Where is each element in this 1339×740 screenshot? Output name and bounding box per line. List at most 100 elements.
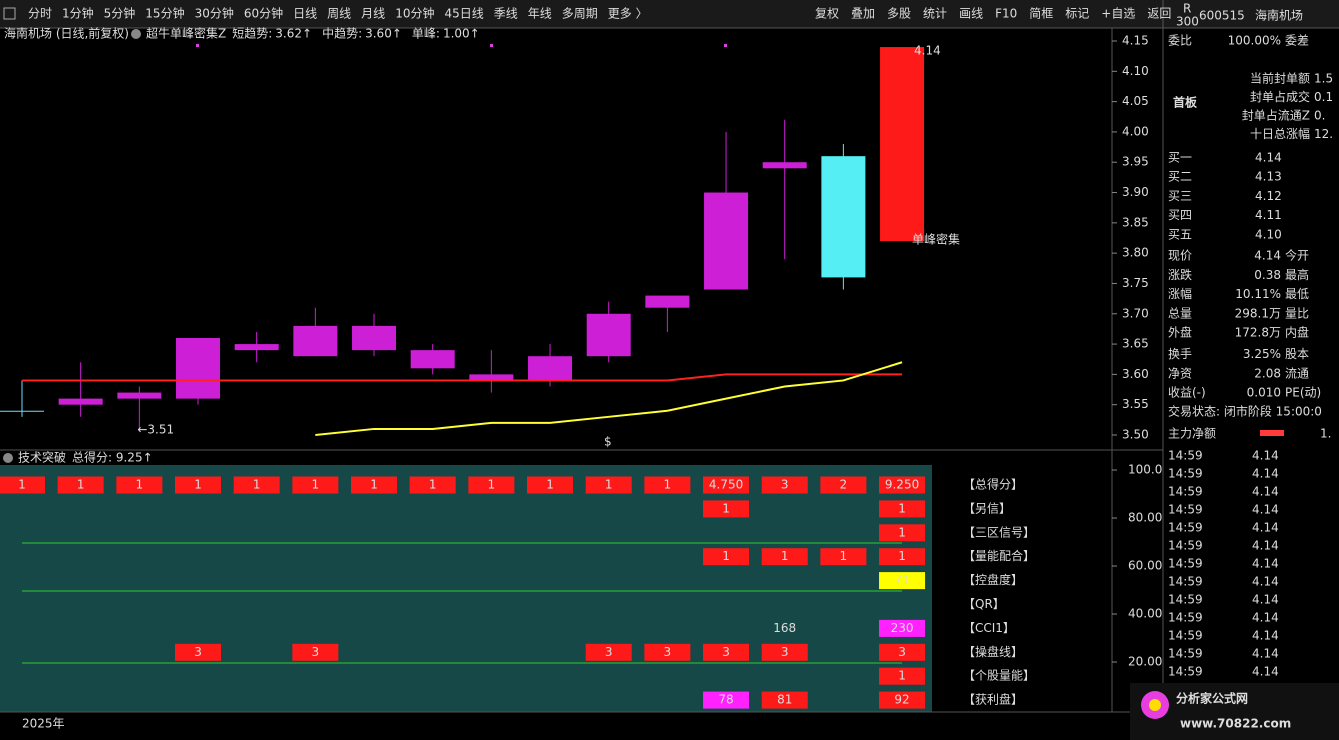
signal-cell [292, 643, 339, 661]
signal-cell [761, 476, 808, 494]
cell-value: 1 [488, 478, 496, 492]
tab[interactable]: 月线 [361, 7, 385, 21]
y-tick-label: 60.00 [1128, 559, 1162, 573]
tab[interactable]: 日线 [293, 7, 317, 21]
y-tick-label: 4.05 [1122, 94, 1149, 108]
legend-label: 中趋势: [322, 26, 362, 41]
tab[interactable]: 更多 〉 [608, 7, 648, 21]
stat-value: 0.010 [1247, 386, 1281, 400]
badge: 300 [1176, 15, 1199, 29]
signal-label: 单峰密集 [912, 232, 960, 247]
tick-time: 14:59 [1168, 503, 1203, 517]
stat-label: PE(动) [1285, 386, 1321, 400]
stat-label: 委比 [1168, 34, 1192, 48]
y-tick-label: 3.90 [1122, 185, 1149, 199]
stat-value: 10.11% [1235, 287, 1281, 301]
y-tick-label: 3.95 [1122, 155, 1149, 169]
tab[interactable]: 1分钟 [62, 6, 94, 21]
tool-button[interactable]: 标记 [1065, 7, 1089, 21]
signal-cell [351, 476, 398, 494]
tick-time: 14:59 [1168, 485, 1203, 499]
tick-price: 4.14 [1252, 503, 1279, 517]
panel-bg [0, 465, 932, 712]
stat-label: 收益(-) [1168, 386, 1206, 400]
stat-label: 今开 [1285, 248, 1309, 263]
seal-label: 当前封单额 [1250, 71, 1310, 86]
tab[interactable]: 分时 [28, 7, 52, 21]
tab[interactable]: 45日线 [444, 7, 483, 21]
cell-value: 81 [777, 693, 792, 707]
row-label: 【个股量能】 [963, 669, 1035, 683]
candle-body [880, 47, 925, 242]
bid-label: 买五 [1168, 227, 1192, 241]
tick-price: 4.14 [1252, 485, 1279, 499]
tool-button[interactable]: 画线 [959, 7, 983, 21]
cell-value: 1 [722, 549, 730, 563]
cell-value: 1 [898, 501, 906, 515]
legend-value: 3.60↑ [365, 27, 402, 41]
cell-value: 3 [664, 645, 672, 659]
tab[interactable]: 10分钟 [395, 6, 434, 21]
cell-value: 4.750 [709, 478, 743, 492]
tick-time: 14:59 [1168, 539, 1203, 553]
tool-button[interactable]: F10 [995, 7, 1017, 21]
cell-value: 1 [136, 478, 144, 492]
tab[interactable]: 30分钟 [195, 6, 234, 21]
seal-value: 0.1 [1314, 90, 1333, 104]
stat-label: 内盘 [1285, 325, 1309, 340]
stock-name: 海南机场 [1255, 8, 1303, 23]
tab[interactable]: 15分钟 [145, 6, 184, 21]
row-label: 【三区信号】 [963, 525, 1035, 539]
signal-cell [879, 500, 926, 518]
row-label: 【量能配合】 [963, 548, 1035, 563]
tick-time: 14:59 [1168, 665, 1203, 679]
logo-name: 分析家公式网 [1176, 691, 1248, 706]
cell-value: 1 [898, 525, 906, 539]
stat-label: 股本 [1285, 347, 1309, 361]
signal-cell [527, 476, 574, 494]
bid-label: 买二 [1168, 170, 1192, 184]
legend-label: 单峰: [412, 27, 440, 41]
toolbar-bg [0, 0, 1339, 28]
candle-body [117, 392, 162, 399]
tool-button[interactable]: 返回 [1147, 7, 1171, 21]
tab[interactable]: 年线 [528, 7, 552, 21]
menu-icon[interactable] [3, 7, 16, 20]
y-tick-label: 40.00 [1128, 607, 1162, 621]
cell-value: 3 [722, 645, 730, 659]
tool-button[interactable]: 简框 [1029, 7, 1053, 21]
tab[interactable]: 季线 [494, 7, 518, 21]
tab[interactable]: 周线 [327, 7, 351, 21]
tick-time: 14:59 [1168, 575, 1203, 589]
stat-label: 最低 [1285, 287, 1309, 301]
stat-value: 100.00% [1228, 34, 1281, 48]
tab[interactable]: 多周期 [562, 7, 598, 21]
net-bar [1260, 430, 1284, 436]
moving-average [315, 361, 903, 436]
signal-cell [175, 476, 222, 494]
tick-price: 4.14 [1252, 557, 1279, 571]
dropdown-icon[interactable] [131, 29, 141, 39]
tab[interactable]: 5分钟 [104, 6, 136, 21]
cell-value: 1 [18, 478, 26, 492]
dropdown-icon[interactable] [3, 453, 13, 463]
seal-value: 1.5 [1314, 72, 1333, 86]
stat-label: 总量 [1168, 306, 1192, 320]
tool-button[interactable]: 复权 [815, 7, 839, 21]
tick-time: 14:59 [1168, 521, 1203, 535]
stat-label: 最高 [1285, 267, 1309, 282]
tool-button[interactable]: 统计 [923, 7, 947, 21]
badge: R [1183, 2, 1191, 16]
tick-time: 14:59 [1168, 557, 1203, 571]
cell-value: 1 [781, 549, 789, 563]
tool-button[interactable]: +自选 [1101, 7, 1135, 21]
tick-price: 4.14 [1252, 665, 1279, 679]
tool-button[interactable]: 叠加 [851, 7, 875, 21]
signal-cell [879, 524, 926, 542]
cell-value: 1 [898, 549, 906, 563]
tick-time: 14:59 [1168, 467, 1203, 481]
stat-label: 换手 [1168, 347, 1192, 361]
tab[interactable]: 60分钟 [244, 6, 283, 21]
tool-button[interactable]: 多股 [887, 7, 911, 21]
stat-label: 净资 [1168, 366, 1192, 380]
